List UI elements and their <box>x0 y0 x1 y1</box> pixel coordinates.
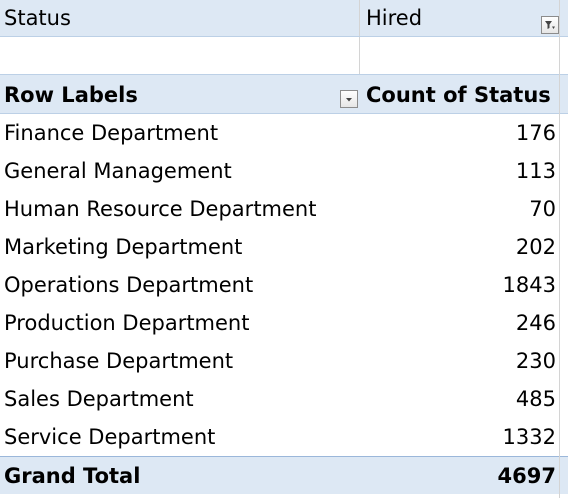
pivot-data-rows: Finance Department 176 General Management 1… <box>0 114 568 456</box>
blank-row <box>0 37 568 74</box>
row-label-cell[interactable]: Service Department <box>4 425 216 449</box>
count-cell[interactable]: 485 <box>515 387 556 411</box>
count-cell[interactable]: 176 <box>515 121 556 145</box>
row-label-cell[interactable]: Purchase Department <box>4 349 234 373</box>
funnel-icon <box>545 21 555 29</box>
pivot-header-row: Row Labels Count of Status <box>0 74 568 114</box>
count-cell[interactable]: 230 <box>515 349 556 373</box>
table-row: Operations Department 1843 <box>0 266 568 304</box>
count-cell[interactable]: 1332 <box>502 425 556 449</box>
count-cell[interactable]: 70 <box>529 197 556 221</box>
table-row: Human Resource Department 70 <box>0 190 568 228</box>
column-divider <box>359 0 360 36</box>
filter-value-cell[interactable]: Hired <box>366 6 423 30</box>
chevron-down-icon <box>346 98 352 102</box>
row-label-cell[interactable]: General Management <box>4 159 232 183</box>
table-row: Service Department 1332 <box>0 418 568 456</box>
table-row: Finance Department 176 <box>0 114 568 152</box>
grand-total-row: Grand Total 4697 <box>0 456 568 494</box>
table-row: Sales Department 485 <box>0 380 568 418</box>
table-row: Purchase Department 230 <box>0 342 568 380</box>
table-row: General Management 113 <box>0 152 568 190</box>
row-label-cell[interactable]: Finance Department <box>4 121 219 145</box>
right-gridline <box>559 0 560 498</box>
count-cell[interactable]: 1843 <box>502 273 556 297</box>
grand-total-label[interactable]: Grand Total <box>4 464 141 488</box>
filter-field-cell[interactable]: Status <box>4 6 71 30</box>
row-label-cell[interactable]: Production Department <box>4 311 250 335</box>
dropdown-arrow-icon[interactable] <box>340 90 358 108</box>
row-label-cell[interactable]: Human Resource Department <box>4 197 317 221</box>
count-cell[interactable]: 202 <box>515 235 556 259</box>
grand-total-value[interactable]: 4697 <box>497 464 556 488</box>
count-cell[interactable]: 246 <box>515 311 556 335</box>
row-label-cell[interactable]: Operations Department <box>4 273 254 297</box>
table-row: Production Department 246 <box>0 304 568 342</box>
count-cell[interactable]: 113 <box>515 159 556 183</box>
row-label-cell[interactable]: Sales Department <box>4 387 194 411</box>
report-filter-row: Status Hired <box>0 0 568 37</box>
filter-applied-icon[interactable] <box>541 16 559 34</box>
value-header[interactable]: Count of Status <box>366 83 551 107</box>
row-labels-header[interactable]: Row Labels <box>4 83 138 107</box>
table-row: Marketing Department 202 <box>0 228 568 266</box>
row-label-cell[interactable]: Marketing Department <box>4 235 243 259</box>
column-divider <box>359 37 360 74</box>
